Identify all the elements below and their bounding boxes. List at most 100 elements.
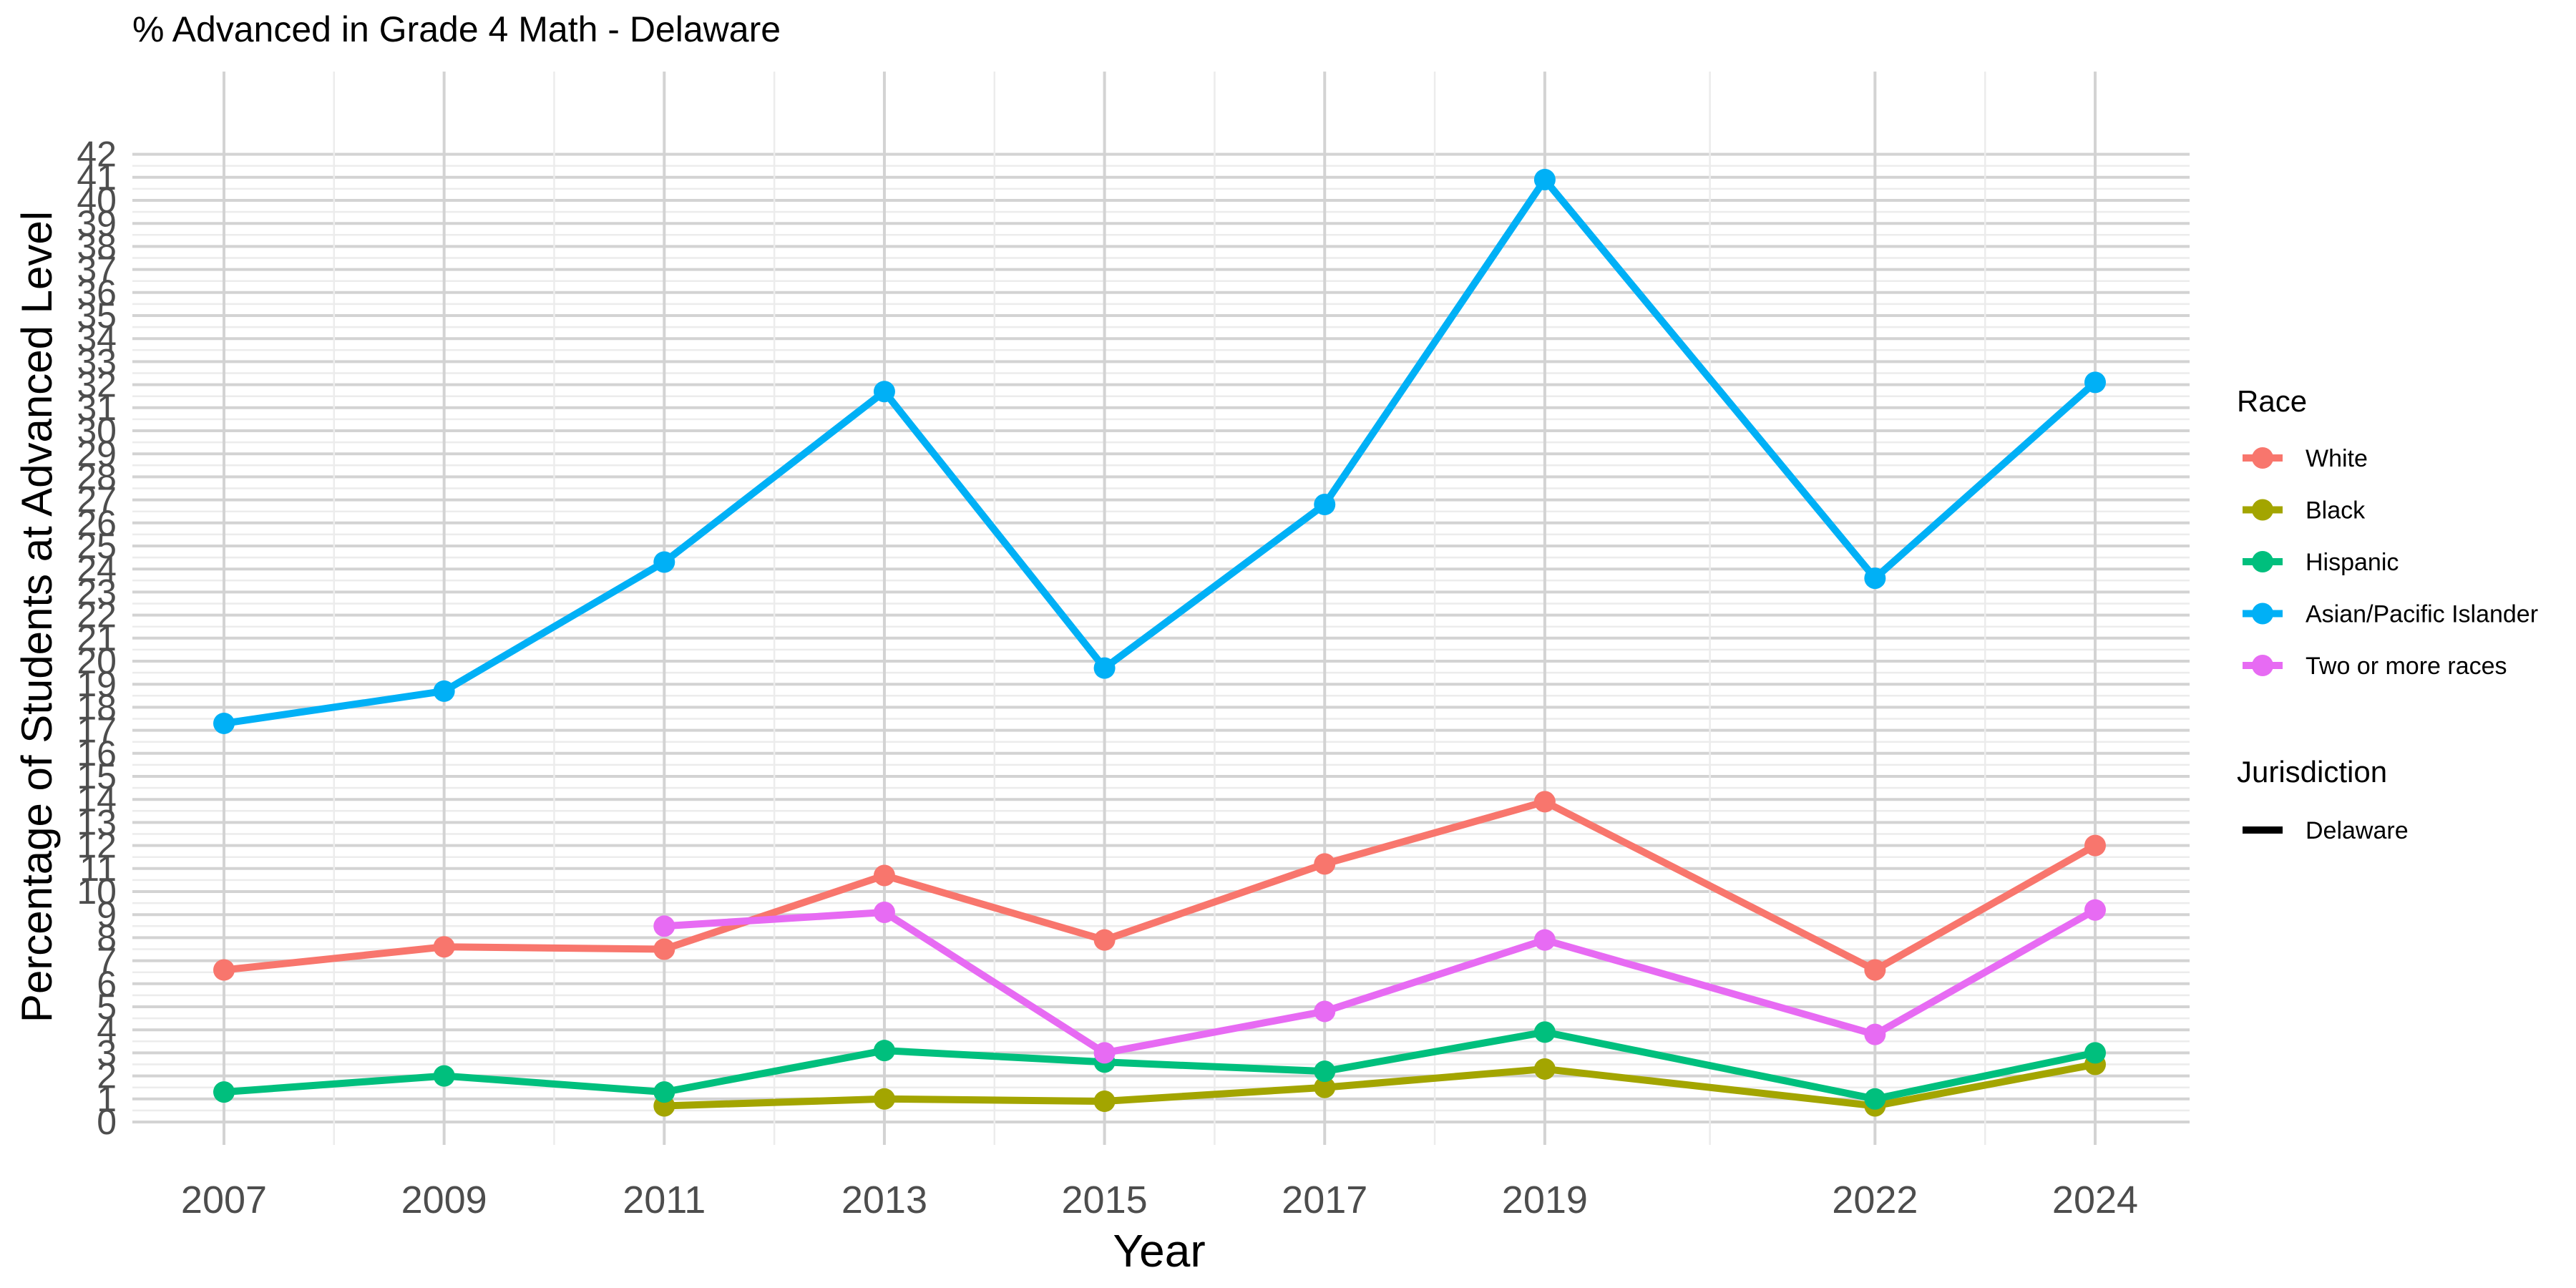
y-tick-label: 24	[77, 549, 117, 589]
x-tick-label: 2024	[2052, 1179, 2138, 1221]
y-tick-label: 18	[77, 687, 117, 727]
y-tick-label: 4	[97, 1010, 117, 1050]
y-tick-label: 40	[77, 180, 117, 220]
y-tick-label: 12	[77, 826, 117, 866]
y-tick-label: 7	[97, 941, 117, 981]
data-point	[2084, 371, 2106, 394]
data-point	[433, 1065, 455, 1087]
y-tick-label: 3	[97, 1033, 117, 1073]
axis-ticks: 0123456789101112131415161718192021222324…	[77, 135, 2138, 1221]
y-tick-label: 27	[77, 480, 117, 520]
data-point	[1533, 1058, 1556, 1080]
y-tick-label: 36	[77, 273, 117, 313]
x-tick-label: 2013	[841, 1179, 927, 1221]
data-point	[1314, 853, 1336, 875]
x-tick-label: 2011	[623, 1179, 706, 1221]
data-point	[2084, 899, 2106, 921]
legend-race-items: White Black Hispanic Asian/Pacific Islander…	[2243, 445, 2538, 680]
x-tick-label: 2022	[1832, 1179, 1918, 1221]
data-point	[1864, 1088, 1886, 1110]
legend-jurisdiction-items: Delaware	[2243, 817, 2409, 844]
data-point	[1093, 1042, 1116, 1064]
data-point	[873, 1088, 895, 1110]
data-point	[433, 936, 455, 958]
legend-label: Two or more races	[2306, 653, 2507, 680]
data-point	[1093, 1091, 1116, 1113]
y-tick-label: 30	[77, 411, 117, 451]
legend-label: Hispanic	[2306, 549, 2399, 576]
legend-label: White	[2306, 445, 2368, 472]
y-tick-label: 28	[77, 457, 117, 497]
y-tick-label: 34	[77, 318, 117, 358]
legend-item: Asian/Pacific Islander	[2243, 601, 2538, 628]
y-tick-label: 11	[79, 849, 117, 889]
y-tick-label: 10	[77, 872, 117, 912]
x-tick-label: 2007	[181, 1179, 267, 1221]
x-axis-label: Year	[1113, 1225, 1205, 1277]
data-point	[1533, 169, 1556, 191]
legend-item: Hispanic	[2243, 549, 2399, 576]
legend-item: Black	[2243, 497, 2366, 525]
y-tick-label: 1	[97, 1079, 117, 1119]
legend: Race White Black Hispanic Asian/Pacific Isl…	[2237, 384, 2538, 844]
legend-label: Black	[2306, 497, 2366, 525]
y-tick-label: 38	[77, 226, 117, 266]
data-point	[213, 1081, 235, 1103]
y-tick-label: 15	[77, 756, 117, 796]
y-tick-label: 23	[77, 572, 117, 612]
y-tick-label: 16	[77, 733, 117, 774]
series-group	[213, 169, 2106, 734]
data-point	[1314, 1076, 1336, 1098]
y-tick-label: 22	[77, 595, 117, 635]
data-point	[1093, 657, 1116, 679]
y-tick-label: 26	[77, 503, 117, 543]
data-point	[1533, 1021, 1556, 1043]
y-tick-label: 13	[77, 802, 117, 842]
y-tick-label: 2	[97, 1056, 117, 1096]
legend-title-race: Race	[2237, 384, 2307, 418]
legend-key-point	[2252, 499, 2273, 521]
y-tick-label: 33	[77, 341, 117, 381]
y-tick-label: 0	[97, 1102, 117, 1142]
data-point	[433, 680, 455, 702]
y-axis-label: Percentage of Students at Advanced Level	[13, 211, 61, 1023]
y-tick-label: 25	[77, 526, 117, 566]
y-tick-label: 6	[97, 964, 117, 1004]
chart-title: % Advanced in Grade 4 Math - Delaware	[132, 9, 781, 49]
data-point	[213, 712, 235, 734]
data-point	[1093, 929, 1116, 951]
legend-label: Asian/Pacific Islander	[2306, 601, 2538, 628]
y-tick-label: 29	[77, 434, 117, 474]
legend-key-point	[2252, 602, 2273, 625]
data-point	[1314, 1060, 1336, 1083]
data-point	[873, 381, 895, 403]
legend-item: Two or more races	[2243, 653, 2507, 680]
y-tick-label: 35	[77, 296, 117, 336]
legend-key-point	[2252, 551, 2273, 572]
data-point	[1864, 959, 1886, 981]
y-tick-label: 32	[77, 365, 117, 405]
data-point	[1314, 1000, 1336, 1023]
legend-key-point	[2252, 447, 2273, 469]
y-tick-label: 5	[97, 987, 117, 1027]
data-point	[1314, 494, 1336, 516]
series-group	[213, 791, 2106, 981]
y-tick-label: 39	[77, 203, 117, 243]
data-point	[2084, 834, 2106, 857]
series-layer	[213, 169, 2106, 1117]
data-point	[2084, 1042, 2106, 1064]
y-tick-label: 19	[77, 664, 117, 704]
y-tick-label: 42	[77, 135, 117, 175]
y-tick-label: 17	[77, 711, 117, 751]
data-point	[653, 551, 675, 573]
y-tick-label: 20	[77, 641, 117, 681]
y-tick-label: 41	[77, 157, 117, 197]
legend-title-jurisdiction: Jurisdiction	[2237, 755, 2387, 789]
y-tick-label: 37	[77, 250, 117, 290]
legend-item: White	[2243, 445, 2368, 472]
legend-label: Delaware	[2306, 817, 2409, 844]
data-point	[1864, 1023, 1886, 1045]
x-tick-label: 2017	[1282, 1179, 1367, 1221]
data-point	[1864, 567, 1886, 590]
